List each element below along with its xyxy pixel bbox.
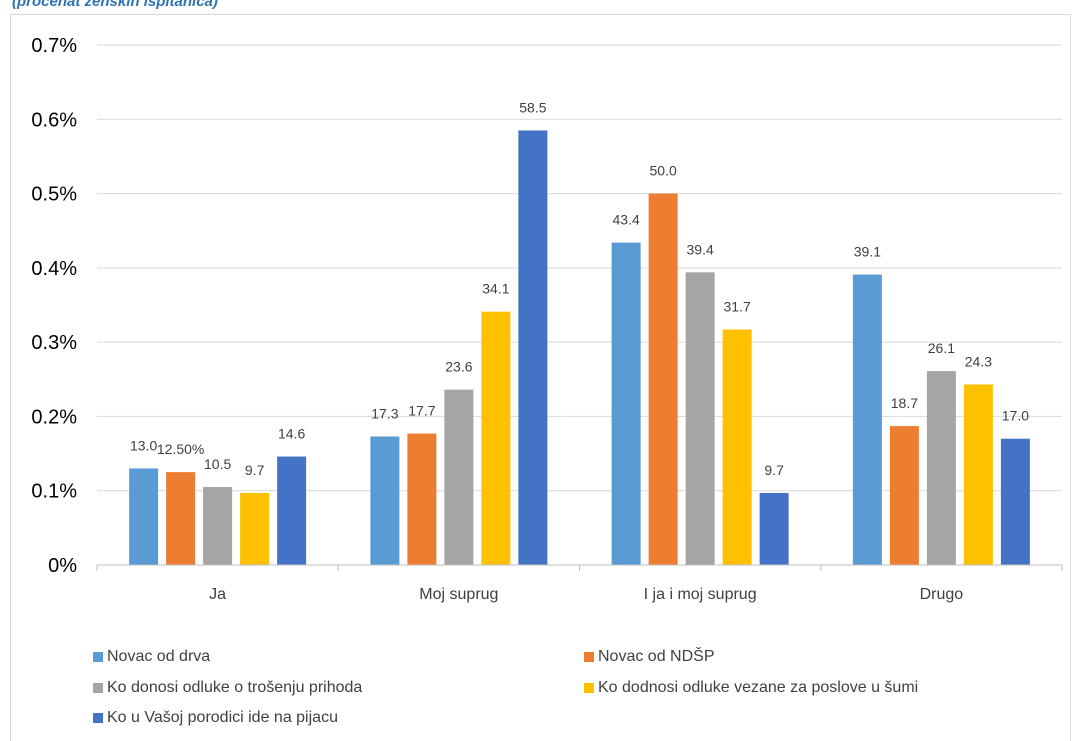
data-label: 23.6 — [445, 359, 472, 375]
data-labels: 13.0 12.50%10.5 9.7 14.6 17.3 17.7 23.6 34.1 58.… — [130, 99, 1029, 478]
bar — [277, 456, 307, 565]
x-tick-label: Drugo — [920, 586, 964, 603]
bar — [370, 436, 400, 565]
data-label: 9.7 — [245, 462, 265, 478]
bar — [203, 487, 233, 565]
data-label: 18.7 — [891, 395, 918, 411]
data-label: 17.0 — [1002, 408, 1029, 424]
bar — [240, 492, 270, 565]
data-label: 26.1 — [928, 340, 955, 356]
bar — [1000, 438, 1030, 565]
x-axis: Ja Moj suprug I ja i moj suprug Drugo — [96, 564, 1063, 603]
y-tick-label: 0.3% — [31, 332, 77, 354]
data-label: 24.3 — [965, 353, 992, 369]
data-label: 43.4 — [613, 212, 640, 228]
data-label: 34.1 — [482, 281, 509, 297]
x-tick-label: Ja — [209, 586, 226, 603]
data-label: 50.0 — [650, 163, 677, 179]
bar — [129, 468, 159, 565]
y-tick-label: 0.1% — [31, 481, 77, 503]
chart-caption: (procenat ženskih ispitanica) — [12, 0, 218, 10]
bar — [611, 242, 641, 565]
chart-frame — [10, 14, 1071, 741]
bar — [685, 272, 715, 565]
data-label: 9.7 — [764, 462, 784, 478]
data-label: 39.1 — [854, 244, 881, 260]
x-tick-label: Moj suprug — [419, 586, 498, 603]
bar — [963, 384, 993, 565]
bar — [648, 193, 678, 566]
x-tick-label: I ja i moj suprug — [644, 586, 757, 603]
bar — [518, 130, 548, 565]
y-tick-label: 0.2% — [31, 406, 77, 428]
y-tick-label: 0.7% — [31, 35, 77, 57]
bar — [926, 371, 956, 565]
y-tick-label: 0.4% — [31, 258, 77, 280]
y-tick-label: 0% — [48, 555, 77, 577]
y-axis-ticks: 0% 0.1% 0.2% 0.3% 0.4% 0.5% 0.6% 0.7% — [31, 35, 77, 577]
data-label: 31.7 — [724, 299, 751, 315]
data-label: 14.6 — [278, 426, 305, 442]
data-label: 17.3 — [371, 405, 398, 421]
data-label: 13.0 — [130, 437, 157, 453]
bar — [444, 389, 474, 565]
data-label: 12.50% — [157, 441, 204, 457]
y-tick-label: 0.5% — [31, 184, 77, 206]
gridlines — [97, 44, 1062, 492]
bar — [759, 492, 789, 565]
bar — [407, 433, 437, 565]
bars — [129, 130, 1030, 566]
y-tick-label: 0.6% — [31, 109, 77, 131]
bar — [852, 274, 882, 565]
data-label: 58.5 — [519, 99, 546, 115]
bar — [889, 426, 919, 565]
bar — [166, 472, 196, 565]
bar — [722, 329, 752, 565]
bar — [481, 311, 511, 565]
data-label: 39.4 — [687, 241, 714, 257]
data-label: 10.5 — [204, 456, 231, 472]
data-label: 17.7 — [408, 403, 435, 419]
